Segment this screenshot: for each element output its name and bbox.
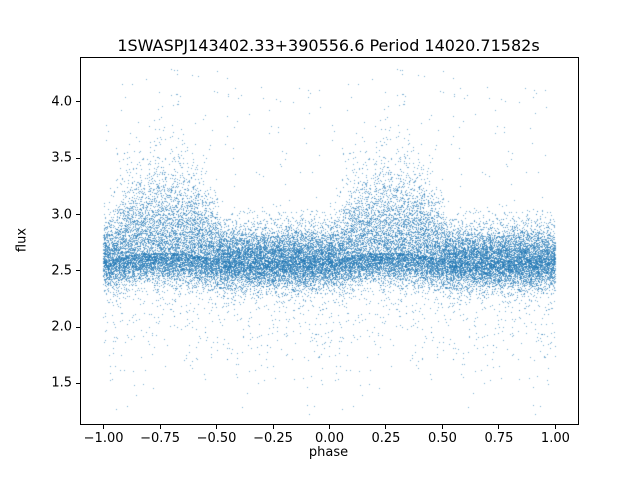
y-tick-label: 2.5 bbox=[51, 263, 72, 279]
scatter-points-canvas bbox=[81, 58, 578, 424]
y-tick-mark bbox=[76, 157, 80, 159]
x-tick-label: −0.25 bbox=[253, 431, 293, 446]
x-tick-mark bbox=[554, 425, 556, 429]
y-tick-mark bbox=[76, 101, 80, 103]
y-tick-label: 1.5 bbox=[51, 375, 72, 391]
x-tick-label: 0.75 bbox=[484, 431, 514, 446]
x-tick-label: 1.00 bbox=[540, 431, 570, 446]
x-tick-mark bbox=[329, 425, 330, 429]
x-tick-label: 0.25 bbox=[371, 431, 401, 446]
y-tick-label: 4.0 bbox=[51, 94, 72, 110]
y-tick-mark bbox=[76, 214, 80, 216]
y-axis-label: flux bbox=[14, 227, 30, 253]
x-tick-mark bbox=[498, 425, 500, 429]
plot-title: 1SWASPJ143402.33+390556.6 Period 14020.7… bbox=[117, 36, 540, 55]
x-tick-mark bbox=[272, 425, 274, 429]
x-tick-mark bbox=[385, 425, 387, 429]
x-tick-mark bbox=[103, 425, 105, 429]
y-tick-mark bbox=[76, 270, 80, 272]
x-axis-label: phase bbox=[308, 445, 349, 460]
y-tick-label: 3.5 bbox=[51, 150, 72, 166]
plot-area: −1.00 −0.75 −0.50 −0.25 0.00 0.25 0.50 0.75 1.00… bbox=[51, 57, 579, 446]
x-tick-label: −0.75 bbox=[140, 431, 180, 446]
x-tick-mark bbox=[216, 425, 218, 429]
y-tick-mark bbox=[76, 326, 80, 328]
x-tick-label: 0.00 bbox=[315, 431, 344, 446]
x-tick-label: 0.50 bbox=[427, 431, 457, 446]
x-tick-label: −1.00 bbox=[83, 431, 124, 446]
y-tick-label: 3.0 bbox=[51, 207, 72, 223]
y-tick-label: 2.0 bbox=[51, 319, 72, 335]
x-tick-mark bbox=[159, 425, 161, 429]
x-tick-label: −0.50 bbox=[196, 431, 237, 446]
y-tick-mark bbox=[76, 382, 80, 384]
x-tick-mark bbox=[441, 425, 443, 429]
